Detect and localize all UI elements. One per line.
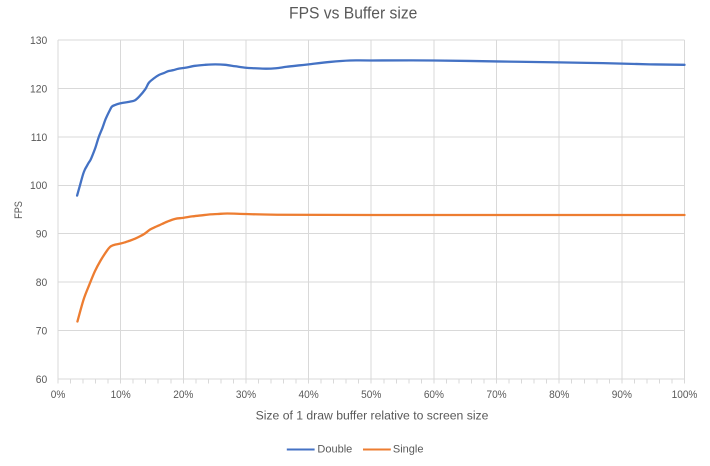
svg-text:100%: 100% (672, 388, 698, 401)
svg-text:90: 90 (36, 228, 47, 240)
svg-text:Single: Single (393, 444, 424, 456)
svg-text:40%: 40% (299, 388, 320, 401)
svg-text:Size of 1 draw buffer relative: Size of 1 draw buffer relative to screen… (256, 408, 489, 422)
svg-text:60: 60 (36, 374, 47, 386)
svg-text:120: 120 (30, 83, 47, 95)
svg-text:130: 130 (30, 35, 47, 47)
svg-text:80: 80 (36, 277, 47, 289)
svg-text:90%: 90% (612, 388, 633, 401)
svg-text:Double: Double (317, 444, 352, 456)
svg-text:50%: 50% (361, 388, 382, 401)
svg-text:FPS: FPS (13, 201, 25, 219)
svg-text:70%: 70% (486, 388, 507, 401)
svg-text:100: 100 (30, 180, 47, 192)
svg-text:30%: 30% (236, 388, 257, 401)
svg-text:70: 70 (36, 325, 47, 337)
svg-text:20%: 20% (173, 388, 194, 401)
svg-text:10%: 10% (111, 388, 132, 401)
svg-text:80%: 80% (549, 388, 570, 401)
svg-text:60%: 60% (424, 388, 445, 401)
svg-text:110: 110 (31, 131, 47, 143)
svg-text:0%: 0% (51, 388, 66, 401)
svg-text:FPS vs Buffer size: FPS vs Buffer size (289, 4, 417, 23)
